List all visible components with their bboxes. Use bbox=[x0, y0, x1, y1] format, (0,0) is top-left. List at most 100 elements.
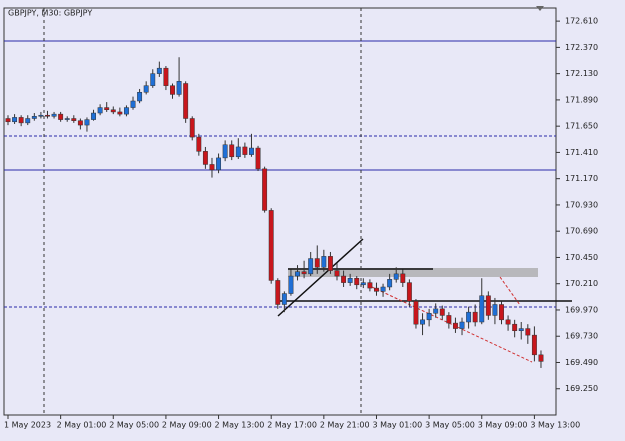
candle-body bbox=[31, 116, 37, 119]
candle-body bbox=[512, 323, 518, 332]
x-tick-label: 2 May 09:00 bbox=[162, 421, 212, 430]
candle-body bbox=[12, 117, 18, 123]
candle-body bbox=[406, 282, 412, 302]
candle-body bbox=[281, 293, 287, 305]
y-tick-label: 169.250 bbox=[565, 384, 598, 393]
candle-body bbox=[367, 282, 373, 289]
plot-frame bbox=[3, 7, 557, 416]
candle-body bbox=[229, 144, 235, 158]
candle-body bbox=[71, 118, 77, 121]
candle-body bbox=[308, 258, 314, 275]
candle-body bbox=[387, 279, 393, 288]
candle-body bbox=[479, 295, 485, 323]
candle-body bbox=[354, 277, 360, 286]
chart-title: GBPJPY, M30: GBPJPY bbox=[8, 9, 92, 18]
candle-body bbox=[452, 322, 458, 329]
x-tick-label: 2 May 05:00 bbox=[109, 421, 159, 430]
candle-body bbox=[235, 146, 241, 158]
candle-body bbox=[84, 119, 90, 126]
candle-body bbox=[334, 270, 340, 277]
y-tick-label: 172.610 bbox=[565, 17, 598, 26]
y-tick-label: 169.490 bbox=[565, 358, 598, 367]
candle-body bbox=[196, 136, 202, 152]
candle-body bbox=[222, 144, 228, 159]
x-tick-label: 3 May 05:00 bbox=[425, 421, 475, 430]
x-tick-label: 1 May 2023 bbox=[4, 421, 51, 430]
y-tick-label: 172.370 bbox=[565, 43, 598, 52]
x-tick-label: 2 May 21:00 bbox=[320, 421, 370, 430]
zone bbox=[288, 268, 538, 277]
candle-body bbox=[505, 319, 511, 325]
candle-body bbox=[531, 334, 537, 356]
candle-body bbox=[110, 109, 116, 113]
x-tick-label: 2 May 13:00 bbox=[215, 421, 265, 430]
candle-body bbox=[58, 113, 64, 120]
x-tick-label: 3 May 01:00 bbox=[372, 421, 422, 430]
candle-body bbox=[446, 315, 452, 324]
candle-body bbox=[216, 157, 222, 171]
candle-body bbox=[275, 280, 281, 305]
candle-body bbox=[393, 273, 399, 280]
candle-body bbox=[288, 275, 294, 294]
y-tick-label: 170.690 bbox=[565, 227, 598, 236]
candle-body bbox=[380, 286, 386, 292]
candle-body bbox=[38, 114, 44, 117]
candle-body bbox=[170, 85, 175, 95]
candle-body bbox=[374, 287, 379, 292]
candle-body bbox=[45, 114, 50, 117]
candle-body bbox=[400, 273, 406, 283]
y-tick-label: 171.650 bbox=[565, 122, 598, 131]
x-tick-label: 2 May 17:00 bbox=[267, 421, 317, 430]
candle-body bbox=[413, 300, 419, 325]
candle-body bbox=[163, 67, 169, 86]
candle-body bbox=[18, 117, 24, 124]
candle-body bbox=[341, 275, 347, 283]
candle-body bbox=[176, 81, 182, 95]
candle-body bbox=[295, 271, 300, 277]
y-tick-label: 171.890 bbox=[565, 95, 598, 104]
candle-body bbox=[301, 271, 307, 275]
candle-body bbox=[183, 83, 189, 119]
y-tick-label: 172.130 bbox=[565, 69, 598, 78]
candle-body bbox=[420, 319, 425, 325]
candle-body bbox=[137, 91, 143, 102]
candle-body bbox=[538, 354, 544, 362]
y-tick-label: 169.730 bbox=[565, 332, 598, 341]
candle-body bbox=[189, 118, 195, 138]
candle-body bbox=[327, 256, 333, 271]
y-tick-label: 169.970 bbox=[565, 305, 598, 314]
candle-body bbox=[150, 73, 156, 86]
y-tick-label: 170.210 bbox=[565, 279, 598, 288]
candle-body bbox=[123, 107, 129, 115]
candle-body bbox=[130, 100, 136, 108]
candle-body bbox=[525, 328, 531, 336]
candle-body bbox=[64, 118, 70, 120]
scroll-marker bbox=[536, 6, 544, 11]
candle-body bbox=[143, 85, 149, 93]
x-tick-label: 3 May 09:00 bbox=[478, 421, 528, 430]
candle-body bbox=[262, 168, 268, 211]
trend-line bbox=[277, 238, 364, 317]
y-tick-label: 171.410 bbox=[565, 148, 598, 157]
candle-body bbox=[321, 256, 327, 268]
candle-body bbox=[347, 277, 353, 283]
candle-body bbox=[77, 120, 83, 126]
trend-line bbox=[371, 286, 533, 363]
candle-body bbox=[426, 313, 432, 321]
trend-line bbox=[499, 276, 521, 306]
candle-body bbox=[104, 107, 110, 111]
candle-body bbox=[360, 282, 366, 286]
candle-body bbox=[492, 304, 498, 316]
candle-body bbox=[91, 112, 96, 120]
candle-body bbox=[466, 311, 472, 323]
candle-body bbox=[314, 258, 320, 268]
y-tick-label: 170.930 bbox=[565, 200, 598, 209]
candle-body bbox=[439, 308, 445, 316]
candle-body bbox=[499, 304, 504, 321]
candle-body bbox=[433, 308, 439, 314]
x-tick-label: 3 May 13:00 bbox=[530, 421, 580, 430]
candle-body bbox=[209, 164, 215, 171]
candle-body bbox=[242, 146, 248, 155]
candle-body bbox=[117, 111, 123, 115]
